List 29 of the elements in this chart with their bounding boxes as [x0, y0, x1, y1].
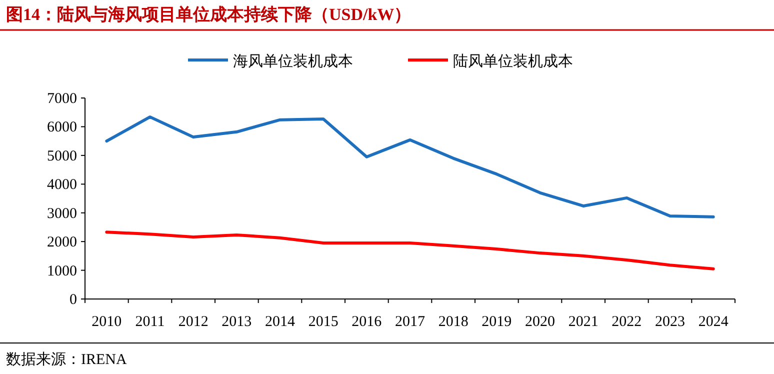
line-series	[105, 230, 715, 270]
source-note: 数据来源：IRENA	[6, 351, 127, 368]
legend-label: 海风单位装机成本	[233, 53, 353, 70]
y-tick-label: 3000	[47, 206, 77, 222]
x-tick-label: 2020	[525, 314, 555, 330]
x-tick-label: 2017	[395, 314, 426, 330]
x-tick-label: 2023	[655, 314, 685, 330]
x-tick-label: 2015	[308, 314, 338, 330]
x-tick-label: 2011	[135, 314, 165, 330]
x-tick-label: 2022	[612, 314, 642, 330]
x-tick-label: 2016	[352, 314, 382, 330]
y-tick-label: 6000	[47, 120, 77, 136]
y-tick-label: 0	[70, 292, 77, 308]
x-tick-label: 2013	[222, 314, 252, 330]
legend-label: 陆风单位装机成本	[453, 53, 573, 70]
x-tick-label: 2021	[568, 314, 598, 330]
y-tick-label: 7000	[47, 91, 77, 107]
chart-title: 图14：陆风与海风项目单位成本持续下降（USD/kW）	[6, 5, 412, 24]
line-series	[105, 115, 715, 218]
x-tick-label: 2018	[438, 314, 468, 330]
y-tick-label: 2000	[47, 234, 77, 251]
x-tick-label: 2014	[265, 314, 296, 330]
x-tick-label: 2012	[178, 314, 208, 330]
y-tick-label: 1000	[47, 263, 77, 280]
y-tick-label: 5000	[47, 148, 77, 164]
y-tick-label: 4000	[47, 177, 77, 194]
x-tick-label: 2024	[698, 314, 729, 330]
x-tick-label: 2010	[92, 314, 122, 330]
x-tick-label: 2019	[482, 314, 512, 330]
